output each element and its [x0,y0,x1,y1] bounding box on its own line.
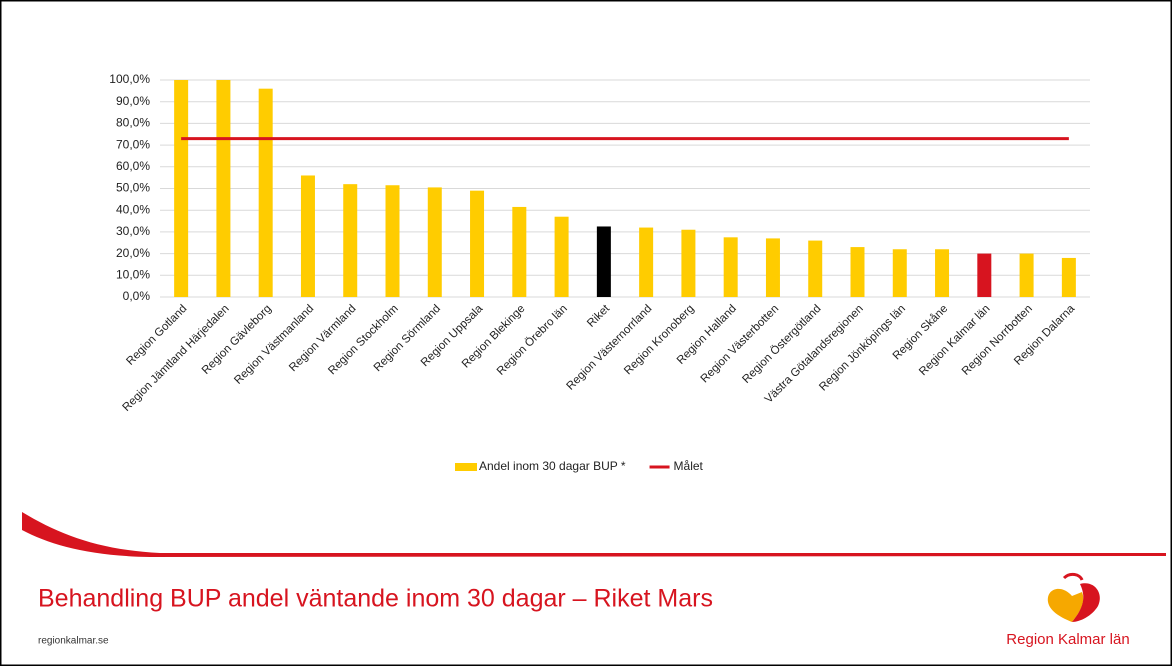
y-tick-label: 90,0% [116,94,150,108]
bar [554,216,569,297]
y-tick-label: 70,0% [116,137,150,151]
bar [1061,257,1076,297]
bar [977,253,992,297]
bar [343,184,358,297]
legend-label: Andel inom 30 dagar BUP * [479,459,626,473]
y-tick-label: 10,0% [116,267,150,281]
bar [935,249,950,297]
bar [216,80,231,297]
swoosh [22,512,1166,557]
bar [596,226,611,297]
y-tick-label: 80,0% [116,116,150,130]
bar [470,190,485,297]
bar [300,175,315,297]
bar [1019,253,1034,297]
slide-title: Behandling BUP andel väntande inom 30 da… [38,585,713,613]
bar [850,247,865,297]
logo-mark [1047,572,1100,622]
legend-label: Målet [674,459,704,473]
y-tick-label: 30,0% [116,224,150,238]
website: regionkalmar.se [38,636,109,647]
bar [892,249,907,297]
logo-text: Region Kalmar län [1006,631,1129,648]
bar [723,237,738,297]
y-tick-label: 60,0% [116,159,150,173]
y-tick-label: 50,0% [116,181,150,195]
bar [174,80,189,297]
bar [765,238,780,297]
bar [808,240,823,297]
y-tick-label: 100,0% [109,72,150,86]
bar [258,88,273,298]
bar [681,229,696,297]
y-tick-label: 20,0% [116,246,150,260]
y-tick-label: 0,0% [123,289,151,303]
bar [427,187,442,297]
bar [385,185,400,297]
bar [639,227,654,297]
legend-swatch [455,463,477,471]
bar [512,206,527,297]
y-tick-label: 40,0% [116,202,150,216]
